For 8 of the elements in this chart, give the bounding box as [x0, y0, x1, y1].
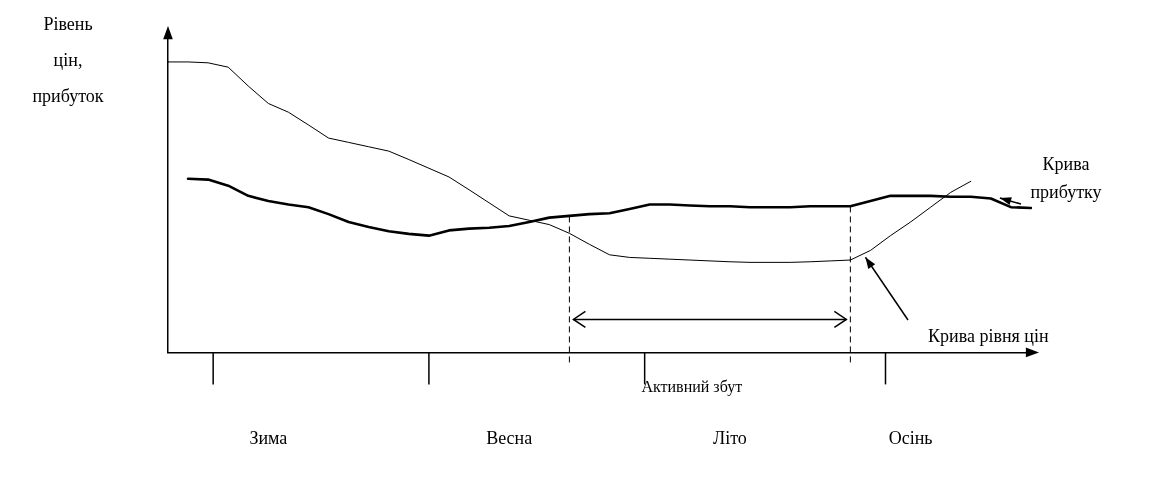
text: Активний збут — [641, 377, 743, 396]
series-label: Крива прибутку — [1030, 153, 1102, 202]
x-tick-label: Весна — [486, 427, 533, 448]
y-axis-title: Рівень цін, прибуток — [32, 13, 104, 106]
x-tick-label: Осінь — [888, 427, 933, 448]
x-tick-label: Зима — [249, 427, 288, 448]
text: Крива рівня цін — [928, 325, 1049, 346]
x-tick-label: Літо — [713, 427, 747, 448]
